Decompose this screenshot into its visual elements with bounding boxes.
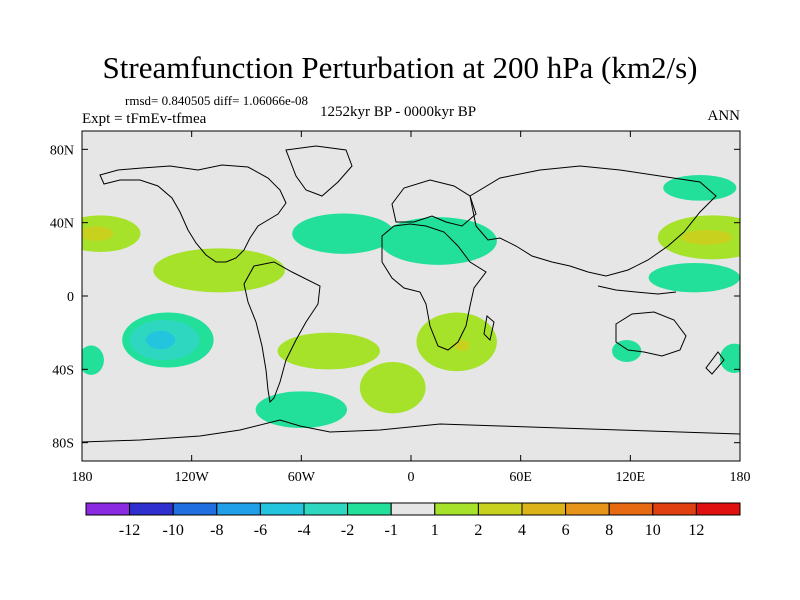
y-tick-label: 80S — [52, 437, 74, 452]
colorbar-label: -4 — [297, 522, 310, 539]
coast-greenland — [285, 145, 353, 197]
colorbar-swatch — [565, 502, 610, 516]
colorbar-swatch — [695, 502, 741, 516]
colorbar-label: 8 — [605, 522, 613, 539]
colorbar-swatch — [303, 502, 349, 516]
x-tick-label: 180 — [72, 470, 93, 485]
anomaly-australia-negative — [612, 340, 642, 362]
anomaly-se-pacific-east-negative — [719, 343, 740, 373]
colorbar-swatch — [172, 502, 218, 516]
coast-asia — [469, 165, 717, 277]
season-label: ANN — [707, 108, 741, 124]
y-tick-label: 0 — [67, 290, 74, 305]
anomaly-n-africa-negative — [379, 217, 497, 265]
coast-antarctica — [82, 419, 740, 443]
colorbar-label: 6 — [562, 522, 570, 539]
colorbar-swatch — [434, 502, 479, 516]
anomaly-s-africa-core — [454, 340, 470, 351]
colorbar-swatch — [129, 502, 174, 516]
x-tick-label: 0 — [408, 470, 415, 485]
chart-title: Streamfunction Perturbation at 200 hPa (… — [102, 50, 698, 85]
anomaly-drake-passage-negative — [255, 391, 348, 428]
colorbar-label: -8 — [210, 522, 223, 539]
rmsd-diff-label: rmsd= 0.840505 diff= 1.06066e-08 — [125, 93, 309, 108]
anomaly-layer — [82, 175, 740, 428]
anomaly-s-atlantic-positive — [277, 332, 380, 370]
anomaly-nw-pacific-negative — [663, 175, 737, 201]
x-tick-label: 60E — [509, 470, 532, 485]
x-tick-label: 180 — [730, 470, 751, 485]
colorbar-swatch — [521, 502, 567, 516]
colorbar-label: -2 — [341, 522, 354, 539]
coast-europe-north — [391, 179, 477, 227]
map-background — [82, 131, 740, 461]
anomaly-s-africa-positive — [416, 312, 497, 372]
x-tick-label: 60W — [288, 470, 316, 485]
period-label: 1252kyr BP - 0000kyr BP — [320, 104, 477, 120]
coast-australia — [615, 311, 687, 357]
coast-north-america — [99, 164, 287, 263]
colorbar-label: -10 — [163, 522, 184, 539]
colorbar-swatch — [608, 502, 654, 516]
colorbar-label: 10 — [645, 522, 661, 539]
colorbar-label: 4 — [518, 522, 526, 539]
x-tick-label: 120E — [616, 470, 646, 485]
axis-ticks: 180 120W 60W 0 60E 120E 180 80N 40N 0 40S 80S — [50, 131, 751, 485]
anomaly-w-pacific-negative — [648, 263, 740, 293]
colorbar-swatch — [477, 502, 523, 516]
coast-new-zealand — [705, 351, 725, 375]
coast-madagascar — [483, 315, 495, 341]
colorbar-swatch — [85, 502, 131, 516]
colorbar-label: 12 — [688, 522, 704, 539]
colorbar-label: -1 — [385, 522, 398, 539]
anomaly-tropical-e-pacific-positive — [153, 248, 285, 293]
anomaly-s-pacific-inner — [145, 330, 176, 350]
colorbar-swatch — [652, 502, 697, 516]
colorbar-swatch — [259, 502, 305, 516]
colorbar-label: 1 — [431, 522, 439, 539]
colorbar-swatch — [347, 502, 392, 516]
colorbar-label: -6 — [254, 522, 267, 539]
coastlines — [82, 145, 740, 443]
colorbar-swatch — [390, 502, 436, 516]
coast-indonesia — [597, 285, 677, 295]
coast-south-america — [243, 261, 321, 404]
coast-europe-africa — [381, 223, 487, 351]
y-tick-label: 80N — [50, 143, 74, 158]
y-tick-label: 40N — [50, 217, 74, 232]
anomaly-n-pacific-east-core — [82, 226, 114, 241]
x-tick-label: 120W — [175, 470, 210, 485]
y-tick-label: 40S — [52, 363, 74, 378]
anomaly-s-atlantic-south-positive — [359, 362, 426, 414]
anomaly-n-atlantic-negative — [292, 213, 395, 254]
colorbar-swatch — [216, 502, 261, 516]
anomaly-n-pacific-west-core — [681, 230, 733, 245]
colorbar: -12 -10 -8 -6 -4 -2 -1 1 2 4 6 8 10 12 — [85, 502, 741, 539]
colorbar-label: -12 — [119, 522, 140, 539]
experiment-label: Expt = tFmEv-tfmea — [82, 111, 207, 127]
colorbar-label: 2 — [474, 522, 482, 539]
anomaly-se-pacific-west-negative — [82, 345, 104, 375]
